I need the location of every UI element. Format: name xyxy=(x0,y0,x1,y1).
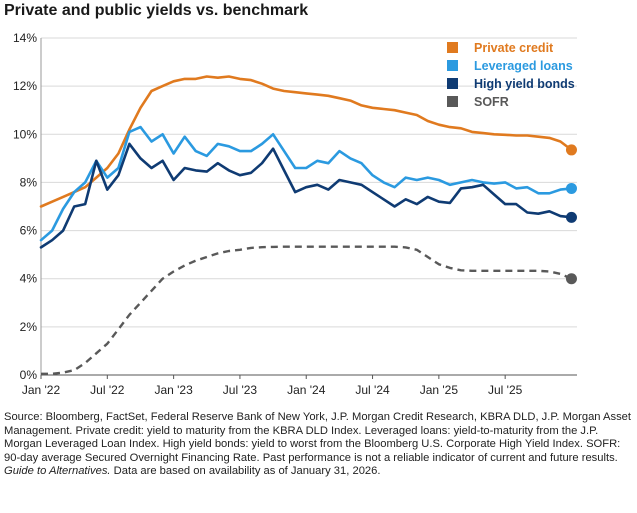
legend-label: High yield bonds xyxy=(474,77,575,91)
y-tick-label: 14% xyxy=(13,31,37,45)
legend-swatch xyxy=(447,78,458,89)
y-tick-label: 10% xyxy=(13,127,37,141)
x-tick-label: Jul '24 xyxy=(355,383,390,397)
x-tick-label: Jan '22 xyxy=(22,383,61,397)
y-tick-label: 0% xyxy=(20,368,38,382)
legend-label: Private credit xyxy=(474,41,554,55)
series-end-markers xyxy=(565,144,577,285)
legend-swatch xyxy=(447,42,458,53)
x-axis: Jan '22 Jul '22 Jan '23 Jul '23 Jan '24 Jul '… xyxy=(22,38,577,397)
series-lines xyxy=(39,75,573,375)
y-tick-label: 12% xyxy=(13,79,37,93)
series-line-sofr xyxy=(41,245,572,375)
source-text: Source: Bloomberg, FactSet, Federal Rese… xyxy=(4,411,631,464)
x-tick-label: Jan '24 xyxy=(287,383,326,397)
legend: Private credit Leveraged loans High yield … xyxy=(447,41,575,109)
end-marker-high-yield-bonds xyxy=(565,211,577,223)
legend-swatch xyxy=(447,96,458,107)
end-marker-sofr xyxy=(565,273,577,285)
y-tick-label: 8% xyxy=(20,175,38,189)
end-marker-private-credit xyxy=(565,144,577,156)
y-tick-label: 6% xyxy=(20,224,38,238)
x-tick-label: Jan '25 xyxy=(420,383,459,397)
series-line-high-yield-bonds xyxy=(39,142,573,249)
source-availability: Data are based on availability as of Jan… xyxy=(113,465,381,478)
source-footnote: Source: Bloomberg, FactSet, Federal Rese… xyxy=(4,411,632,479)
y-tick-label: 4% xyxy=(20,272,38,286)
x-tick-label: Jul '22 xyxy=(90,383,125,397)
line-chart: 0%2%4%6%8%10%12%14% Jan '22 Jul '22 Jan '2… xyxy=(13,31,577,397)
legend-swatch xyxy=(447,60,458,71)
series-line-private-credit xyxy=(39,75,573,208)
legend-label: Leveraged loans xyxy=(474,59,573,73)
x-tick-label: Jan '23 xyxy=(154,383,193,397)
source-guide-title: Guide to Alternatives. xyxy=(4,465,111,478)
legend-label: SOFR xyxy=(474,95,509,109)
y-axis-tick-labels: 0% 2% 4% 6% 8% 10% 12% 14% xyxy=(13,31,37,382)
x-tick-label: Jul '23 xyxy=(223,383,258,397)
x-tick-label: Jul '25 xyxy=(488,383,523,397)
end-marker-leveraged-loans xyxy=(565,182,577,194)
chart-title: Private and public yields vs. benchmark xyxy=(4,2,309,19)
y-tick-label: 2% xyxy=(20,320,38,334)
series-line-leveraged-loans xyxy=(39,125,573,242)
